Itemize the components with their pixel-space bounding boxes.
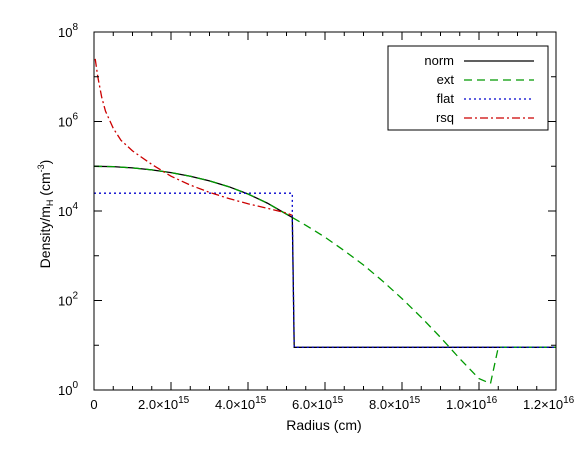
x-tick-label: 8.0×1015 [369, 395, 421, 412]
x-axis-title: Radius (cm) [286, 417, 361, 433]
plot-area [94, 58, 556, 385]
x-tick-label: 1.2×1016 [523, 395, 575, 412]
legend: norm ext flat rsq [387, 45, 549, 131]
y-tick-label: 104 [58, 201, 78, 219]
legend-box [387, 45, 549, 131]
series-line-flat [94, 192, 556, 348]
series-line-norm [94, 165, 556, 348]
series-line-ext [94, 165, 556, 385]
y-axis-title-unit-close: ) [37, 160, 53, 165]
x-tick-label: 4.0×1015 [215, 395, 267, 412]
series-line-rsq [94, 58, 293, 216]
x-tick-label: 0 [90, 397, 97, 412]
y-tick-label: 106 [58, 112, 78, 130]
x-tick-label: 2.0×1015 [138, 395, 190, 412]
y-axis-title-sub: H [45, 200, 55, 207]
y-axis-title-unit-sup: -3 [36, 164, 46, 172]
tick-labels: 0 2.0×1015 4.0×1015 6.0×1015 8.0×1015 1.0×101… [58, 22, 575, 412]
axes [93, 31, 557, 391]
y-axis-title-prefix: Density/m [37, 206, 53, 268]
legend-label-rsq: rsq [436, 110, 454, 125]
legend-label-norm: norm [424, 53, 454, 68]
legend-label-ext: ext [437, 72, 455, 87]
y-axis-title: Density/mH (cm-3) [36, 160, 55, 269]
x-tick-label: 1.0×1016 [446, 395, 498, 412]
y-tick-label: 100 [58, 380, 78, 398]
y-tick-label: 108 [58, 22, 78, 40]
y-tick-label: 102 [58, 291, 78, 309]
legend-label-flat: flat [437, 91, 455, 106]
y-axis-title-unit-open: (cm [37, 172, 53, 199]
x-tick-label: 6.0×1015 [292, 395, 344, 412]
